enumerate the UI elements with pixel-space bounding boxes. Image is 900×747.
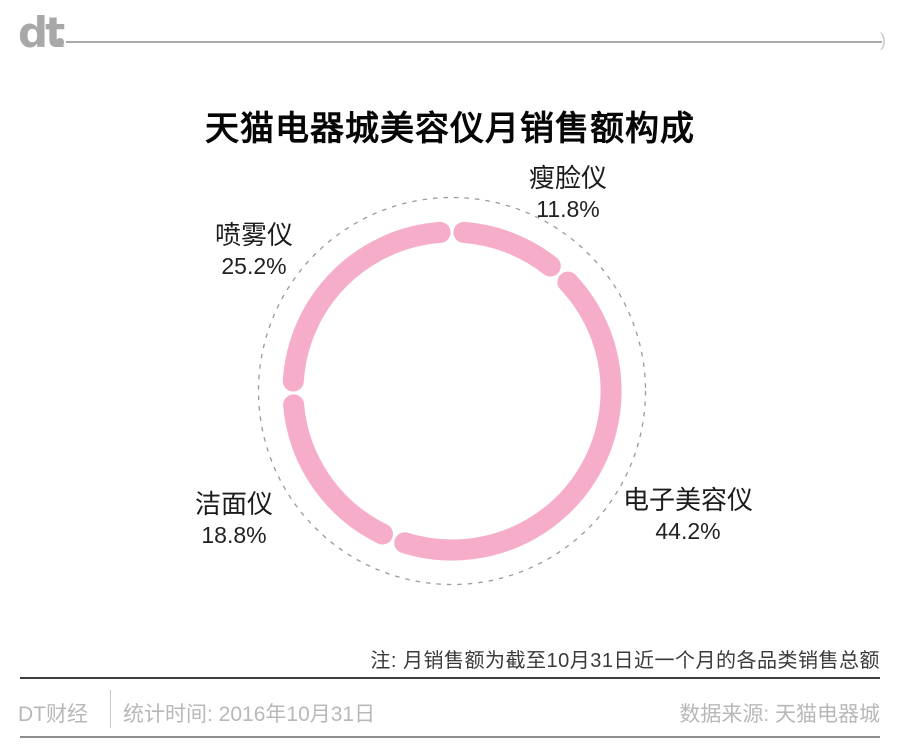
donut-segment-slim-face [453,221,561,277]
footer-top-divider [20,677,880,679]
footer-brand: DT财经 [18,703,88,726]
dt-logo: dt [18,8,65,57]
logo-dot-icon [56,38,64,46]
segment-name: 洁面仪 [194,489,273,519]
donut-segment-electronic-beauty [394,271,622,561]
logo-divider-line [66,41,882,43]
logo-line-end-icon: ) [880,30,886,50]
label-slim-face: 瘦脸仪 11.8% [458,163,678,222]
footer-data-source: 数据来源: 天猫电器城 [679,703,880,726]
segment-name: 喷雾仪 [214,220,293,250]
segment-percentage: 44.2% [655,518,721,544]
segment-name: 电子美容仪 [622,485,753,515]
segment-name: 瘦脸仪 [528,163,607,193]
label-electronic-beauty: 电子美容仪 44.2% [578,485,798,544]
segment-percentage: 25.2% [221,253,287,279]
footer-bottom-divider [20,736,880,738]
footer-stat-time: 统计时间: 2016年10月31日 [123,703,376,726]
page-title: 天猫电器城美容仪月销售额构成 [205,109,695,148]
label-cleansing: 洁面仪 18.8% [124,489,344,548]
donut-segment-cleansing [283,394,393,545]
footer-vertical-divider [110,690,111,728]
label-mist-spray: 喷雾仪 25.2% [144,220,364,279]
segment-percentage: 11.8% [536,196,600,222]
donut-guide-circle [257,196,647,586]
segment-percentage: 18.8% [201,522,267,548]
donut-segment-mist-spray [282,221,451,392]
chart-note: 注: 月销售额为截至10月31日近一个月的各品类销售总额 [370,650,880,672]
